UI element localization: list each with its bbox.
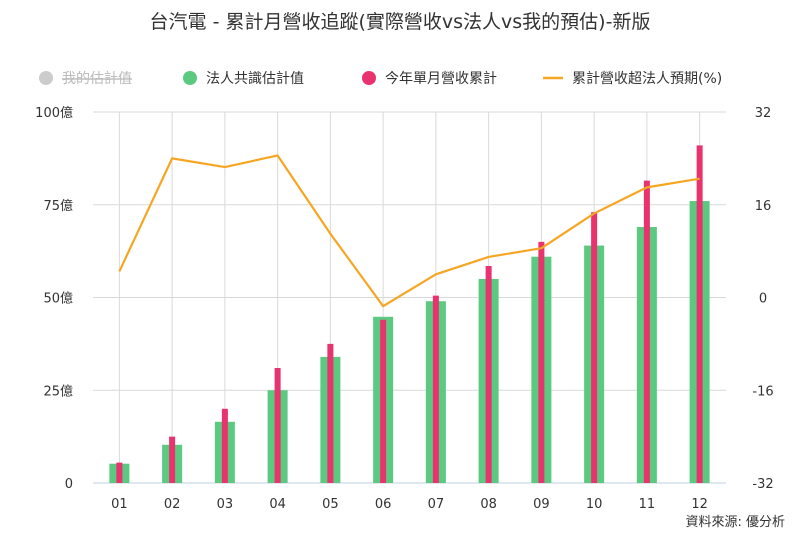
bar-actual [116, 462, 123, 483]
x-tick-label: 02 [164, 497, 181, 512]
bar-actual [538, 241, 545, 483]
bars [109, 145, 710, 484]
y-right-tick-label: 16 [755, 199, 772, 214]
bar-actual [485, 265, 492, 483]
bar-actual [380, 319, 387, 483]
y-right-tick-label: 0 [759, 292, 767, 307]
legend-label: 法人共識估計值 [206, 71, 304, 87]
line-series [118, 154, 700, 308]
y-right-tick-label: 32 [755, 106, 772, 121]
legend-label: 累計營收超法人預期(%) [572, 71, 722, 87]
y-left-tick-label: 50億 [43, 291, 73, 307]
legend-item: 法人共識估計值 [183, 71, 304, 87]
x-tick-label: 05 [322, 497, 339, 512]
bar-actual [432, 295, 439, 483]
x-tick-label: 09 [533, 497, 550, 512]
legend-label: 今年單月營收累計 [385, 71, 497, 87]
y-left-tick-label: 75億 [43, 198, 73, 214]
legend: 我的估計值 法人共識估計值 今年單月營收累計 累計營收超法人預期(%) [39, 71, 722, 87]
y-left-tick-label: 25億 [43, 383, 73, 399]
legend-marker [39, 71, 53, 85]
line-exceed-pct [118, 154, 700, 308]
axes: 0 25億 50億 75億 100億 -32 -16 0 16 32 01 02 03 04 05 06 07 0… [35, 105, 773, 512]
x-tick-label: 04 [269, 497, 286, 512]
y-left-tick-label: 0 [65, 477, 73, 492]
chart-title: 台汽電 - 累計月營收追蹤(實際營收vs法人vs我的預估)-新版 [150, 11, 651, 33]
bar-actual [274, 367, 281, 483]
source-note: 資料來源: 優分析 [685, 515, 785, 530]
bar-actual [591, 212, 598, 484]
x-tick-label: 07 [428, 497, 445, 512]
x-tick-label: 08 [480, 497, 497, 512]
y-right-tick-label: -32 [752, 477, 773, 492]
legend-label: 我的估計值 [62, 71, 132, 87]
legend-marker [362, 71, 376, 85]
legend-item: 我的估計值 [39, 71, 132, 87]
x-tick-label: 03 [217, 497, 234, 512]
legend-item: 累計營收超法人預期(%) [543, 71, 722, 87]
y-right-tick-label: -16 [752, 384, 773, 399]
bar-actual [696, 145, 703, 483]
x-tick-label: 01 [111, 497, 128, 512]
x-tick-label: 11 [639, 497, 656, 512]
y-left-tick-label: 100億 [35, 105, 73, 121]
bar-actual [221, 408, 228, 483]
bar-actual [643, 180, 650, 483]
grid [93, 111, 726, 484]
bar-actual [169, 436, 176, 483]
legend-item: 今年單月營收累計 [362, 71, 497, 87]
x-tick-label: 06 [375, 497, 392, 512]
x-tick-label: 12 [691, 497, 708, 512]
legend-marker [183, 71, 197, 85]
bar-actual [327, 343, 334, 483]
x-tick-label: 10 [586, 497, 603, 512]
